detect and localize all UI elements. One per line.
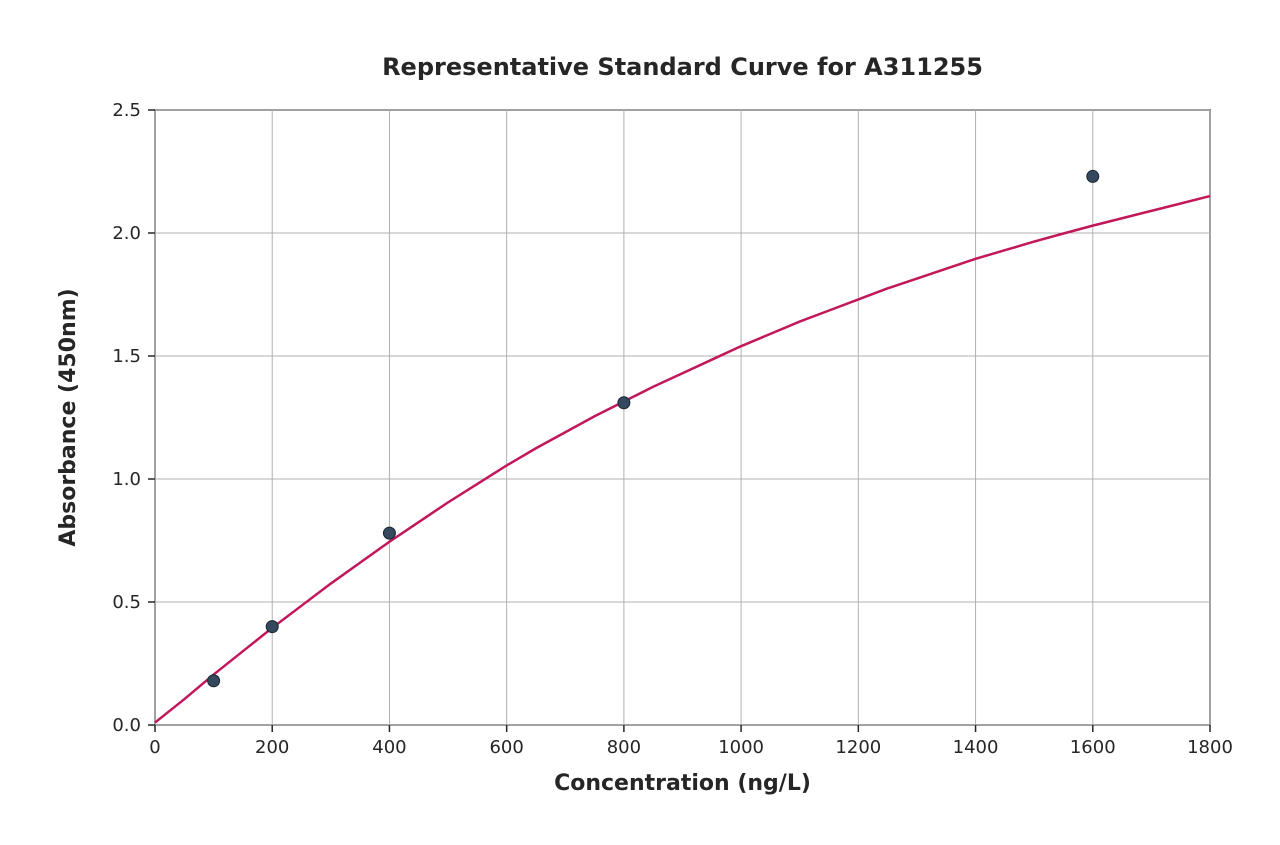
x-tick-label: 200 [255, 737, 289, 758]
x-tick-label: 1400 [953, 737, 999, 758]
x-tick-label: 1800 [1187, 737, 1233, 758]
x-tick-label: 600 [489, 737, 523, 758]
data-point [208, 675, 220, 687]
y-tick-label: 1.0 [112, 469, 141, 490]
x-tick-label: 1600 [1070, 737, 1116, 758]
chart-background [0, 0, 1280, 845]
y-tick-label: 0.0 [112, 715, 141, 736]
data-point [383, 527, 395, 539]
x-tick-label: 800 [607, 737, 641, 758]
x-tick-label: 1200 [835, 737, 881, 758]
chart-title: Representative Standard Curve for A31125… [382, 53, 983, 81]
x-axis-label: Concentration (ng/L) [554, 771, 811, 796]
data-point [266, 621, 278, 633]
y-tick-label: 2.0 [112, 223, 141, 244]
x-tick-label: 400 [372, 737, 406, 758]
y-tick-label: 1.5 [112, 346, 141, 367]
x-tick-label: 1000 [718, 737, 764, 758]
y-tick-label: 2.5 [112, 100, 141, 121]
y-tick-label: 0.5 [112, 592, 141, 613]
data-point [1087, 170, 1099, 182]
chart-svg: 0 200 400 600 800 1000 1200 1400 1600 1800 0.0 0.5… [0, 0, 1280, 845]
y-axis-label: Absorbance (450nm) [56, 288, 81, 546]
data-point [618, 397, 630, 409]
chart-container: 0 200 400 600 800 1000 1200 1400 1600 1800 0.0 0.5… [0, 0, 1280, 845]
x-tick-label: 0 [149, 737, 160, 758]
